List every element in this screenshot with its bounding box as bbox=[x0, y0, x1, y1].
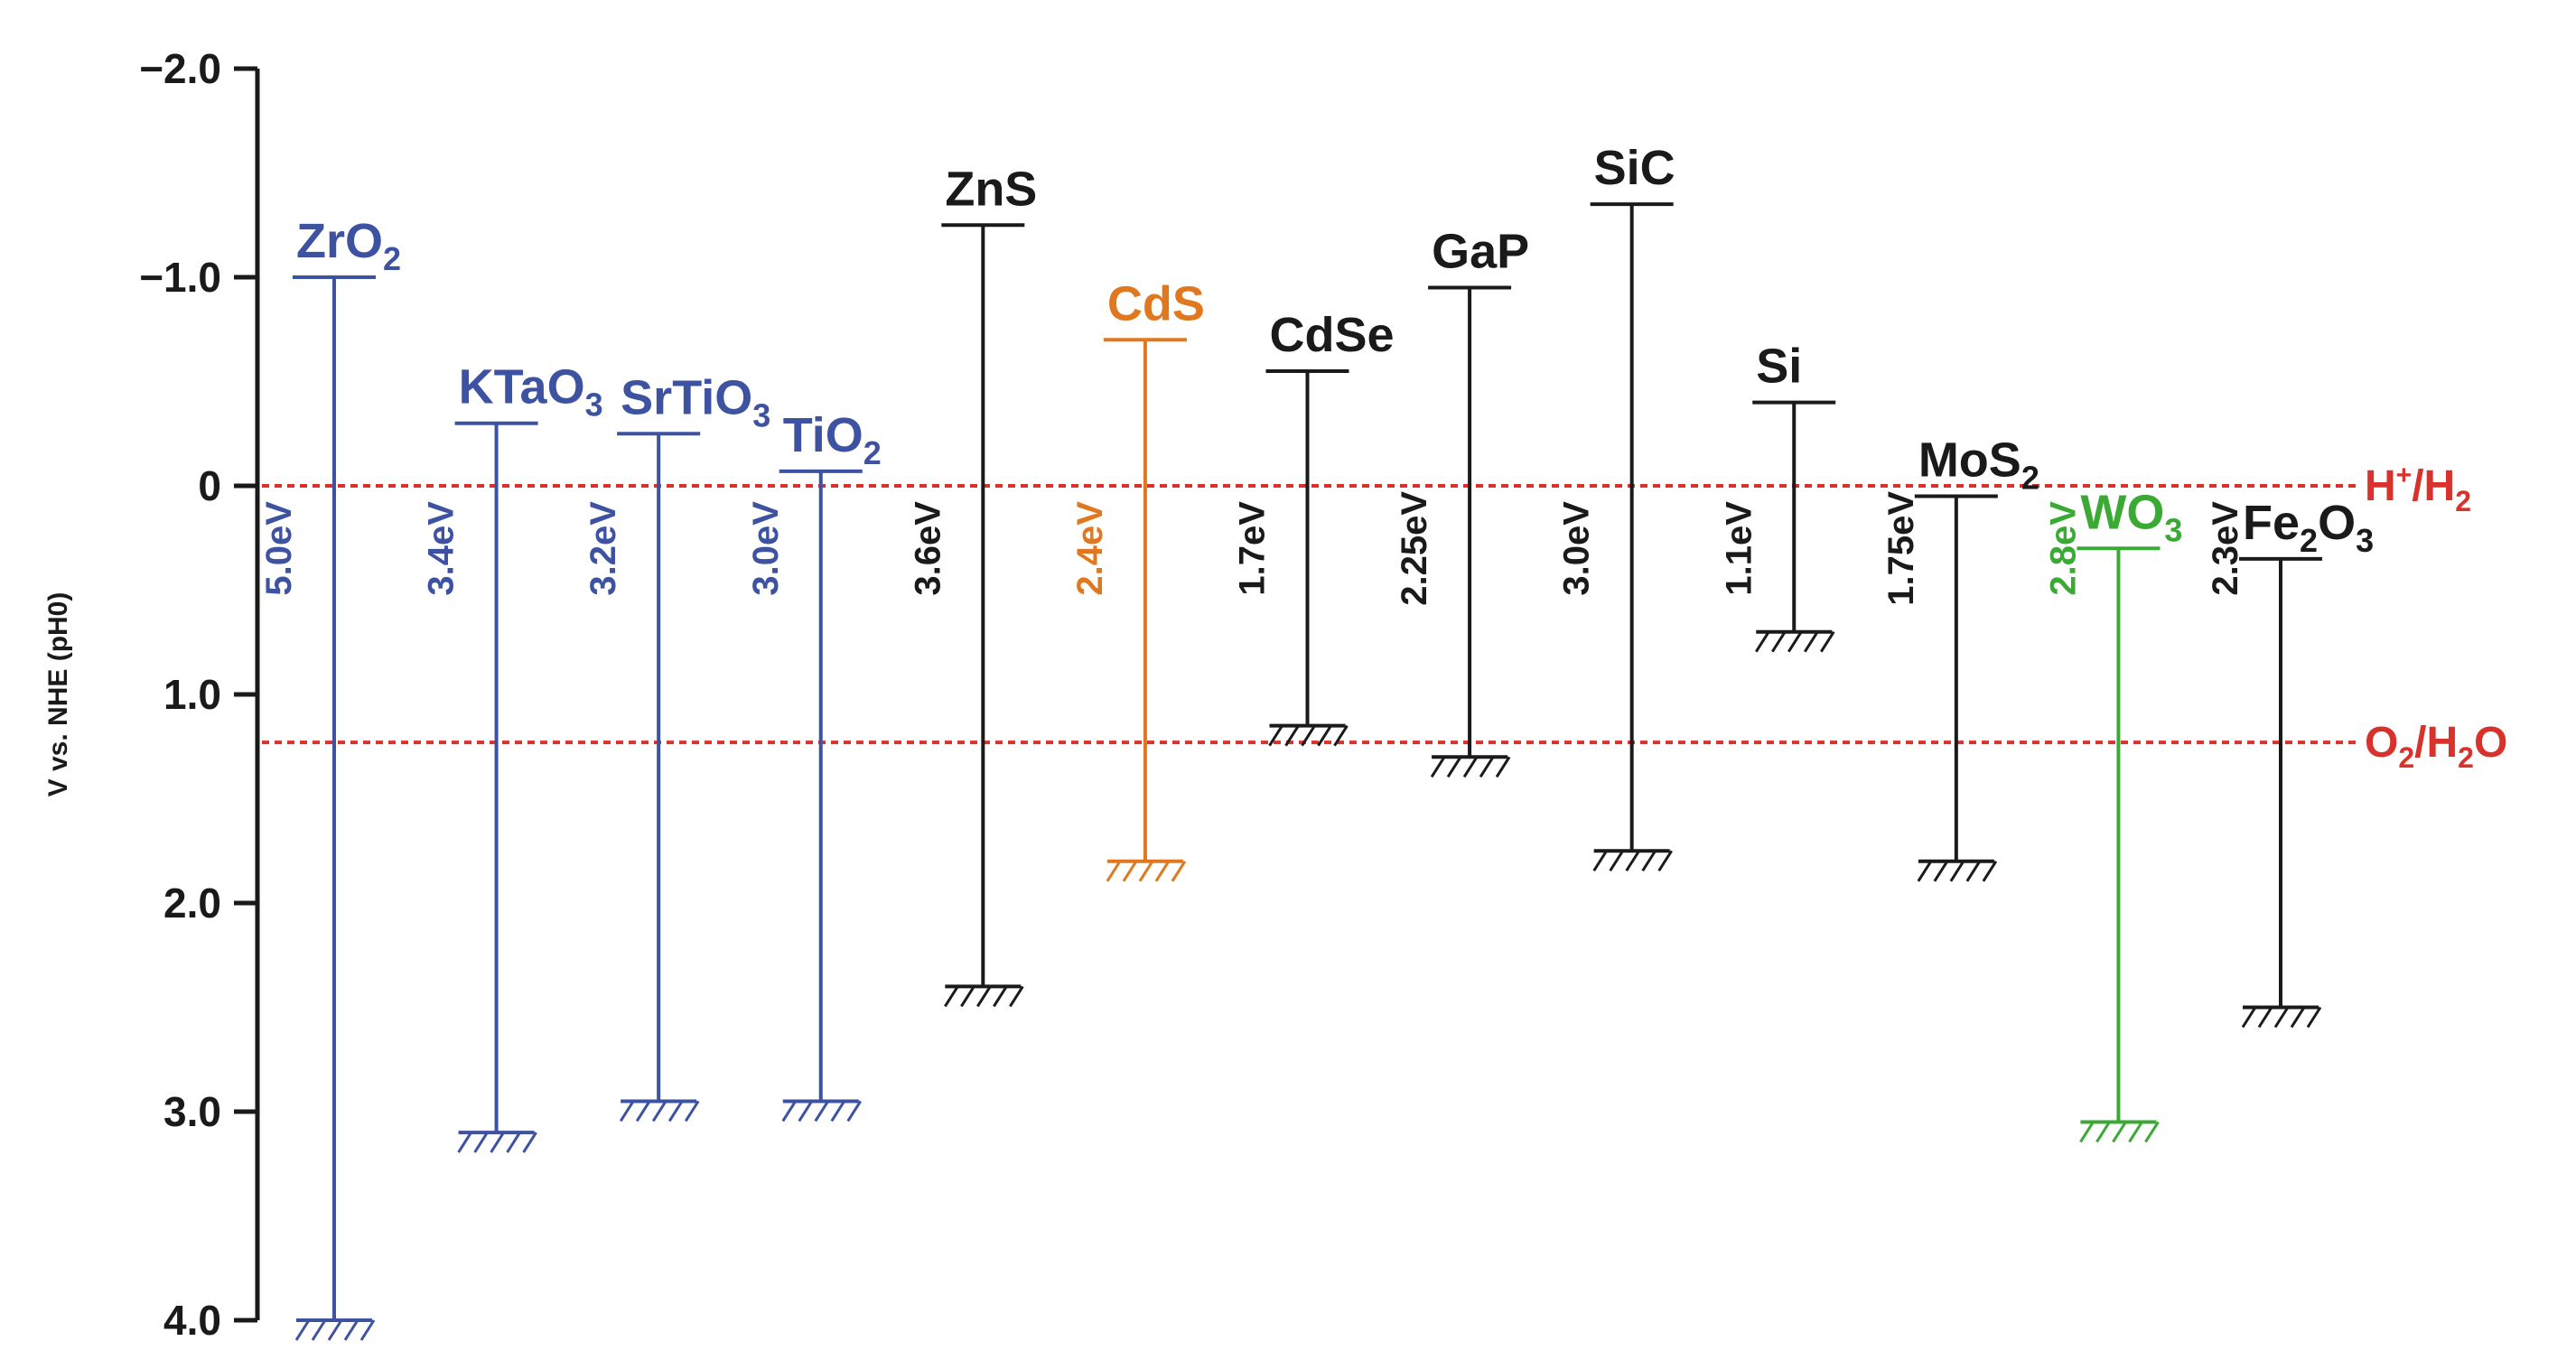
band-gap-label: 2.4eV bbox=[1070, 501, 1110, 596]
valence-band-edge bbox=[781, 1099, 863, 1122]
band-gap-label: 5.0eV bbox=[259, 501, 299, 596]
y-tick-label: 0 bbox=[198, 462, 221, 509]
material-label: Si bbox=[1756, 340, 1802, 394]
material-band: CdSe 1.7eV bbox=[1233, 308, 1395, 747]
y-tick-label: 2.0 bbox=[163, 880, 221, 927]
band-gap-label: 1.7eV bbox=[1233, 501, 1273, 596]
material-label: ZnS bbox=[945, 162, 1037, 216]
material-label: WO3 bbox=[2080, 485, 2182, 548]
material-band: ZnS 3.6eV bbox=[908, 162, 1037, 1008]
reference-lines: H+/H2 O2/H2O bbox=[262, 461, 2507, 774]
material-label: KTaO3 bbox=[459, 360, 603, 424]
material-label: CdS bbox=[1107, 276, 1205, 331]
materials: ZrO2 5.0eV KTaO3 3.4eV SrTiO3 3.2eV TiO2 3.0eV Z… bbox=[259, 141, 2374, 1341]
valence-band-edge bbox=[1754, 629, 1835, 653]
valence-band-edge bbox=[457, 1131, 537, 1153]
band-gap-label: 2.3eV bbox=[2206, 501, 2245, 596]
material-band: GaP 2.25eV bbox=[1395, 225, 1529, 778]
valence-band-edge bbox=[294, 1318, 376, 1341]
material-band: SiC 3.0eV bbox=[1557, 141, 1675, 872]
y-axis-title: V vs. NHE (pH0) bbox=[43, 592, 73, 797]
valence-band-edge bbox=[1917, 859, 1998, 882]
y-tick-label: 3.0 bbox=[163, 1088, 221, 1135]
valence-band-edge bbox=[1592, 849, 1673, 872]
material-band: SrTiO3 3.2eV bbox=[583, 370, 770, 1122]
y-axis: V vs. NHE (pH0) −2.0 −1.0 0 1.0 2.0 3.0 4.0 bbox=[43, 45, 260, 1344]
y-tick-label: 1.0 bbox=[163, 671, 221, 718]
band-gap-label: 1.1eV bbox=[1719, 501, 1759, 596]
band-gap-label: 3.6eV bbox=[908, 501, 947, 596]
reference-line-label: O2/H2O bbox=[2365, 719, 2507, 774]
material-label: Fe2O3 bbox=[2243, 496, 2374, 559]
material-label: SrTiO3 bbox=[621, 370, 770, 433]
band-gap-label: 2.8eV bbox=[2043, 501, 2083, 596]
band-gap-label: 3.2eV bbox=[583, 501, 623, 596]
material-band: TiO2 3.0eV bbox=[746, 408, 882, 1122]
material-label: ZrO2 bbox=[296, 214, 401, 277]
valence-band-edge bbox=[944, 984, 1024, 1008]
valence-band-edge bbox=[619, 1099, 700, 1122]
band-gap-label: 3.0eV bbox=[746, 501, 786, 596]
valence-band-edge bbox=[1106, 859, 1187, 882]
valence-band-edge bbox=[1430, 755, 1511, 778]
material-label: GaP bbox=[1432, 225, 1529, 279]
band-gap-label: 3.0eV bbox=[1557, 501, 1597, 596]
valence-band-edge bbox=[2241, 1005, 2322, 1029]
y-tick-label: 4.0 bbox=[163, 1297, 221, 1344]
y-tick-label: −1.0 bbox=[139, 254, 221, 301]
band-gap-label: 3.4eV bbox=[422, 501, 462, 596]
valence-band-edge bbox=[1268, 723, 1349, 747]
material-band: Si 1.1eV bbox=[1719, 340, 1836, 653]
material-band: ZrO2 5.0eV bbox=[259, 214, 401, 1341]
material-label: SiC bbox=[1594, 141, 1675, 195]
valence-band-edge bbox=[2079, 1120, 2160, 1143]
material-label: MoS2 bbox=[1918, 433, 2039, 497]
reference-line-label: H+/H2 bbox=[2365, 461, 2471, 517]
y-tick-label: −2.0 bbox=[139, 45, 221, 92]
band-gap-label: 1.75eV bbox=[1881, 491, 1921, 606]
material-band: CdS 2.4eV bbox=[1070, 276, 1205, 882]
band-gap-label: 2.25eV bbox=[1395, 491, 1434, 606]
material-label: TiO2 bbox=[783, 408, 882, 471]
material-band: KTaO3 3.4eV bbox=[422, 360, 603, 1153]
material-label: CdSe bbox=[1270, 308, 1395, 362]
